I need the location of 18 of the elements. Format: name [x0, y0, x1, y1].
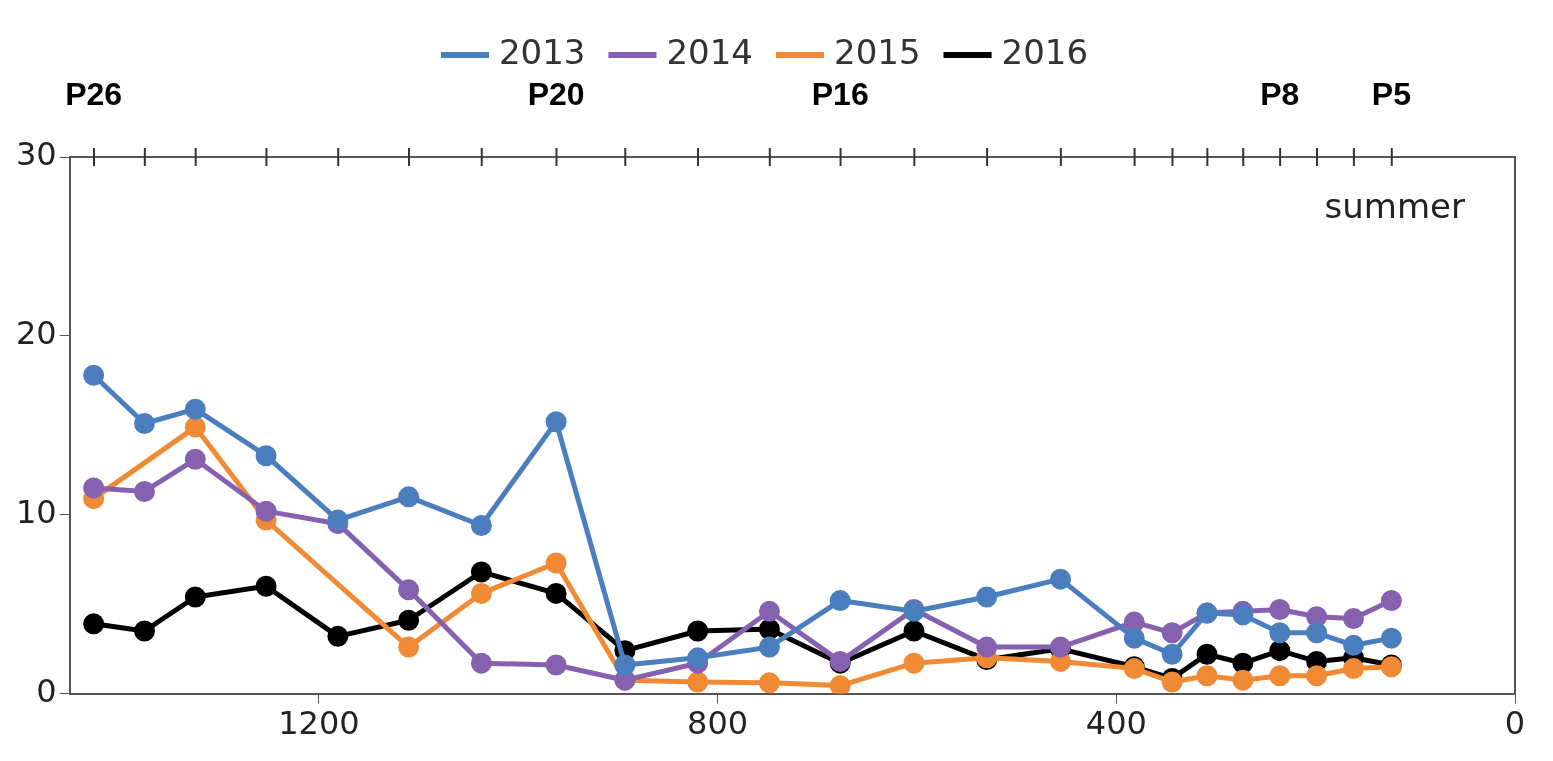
y-tick-label: 30	[16, 135, 57, 174]
x-tick-label: 0	[1504, 704, 1526, 743]
annotation: P5	[1371, 75, 1411, 112]
y-tick-label: 10	[16, 493, 57, 532]
annotation: P16	[811, 75, 869, 112]
x-tick-label: 800	[687, 704, 749, 743]
legend-label: 2013	[498, 31, 586, 72]
annotation: summer	[1324, 185, 1466, 226]
legend-label: 2014	[666, 31, 753, 72]
annotation: P26	[65, 75, 123, 112]
legend-label: 2016	[1001, 31, 1089, 72]
x-tick-label: 1200	[278, 704, 360, 743]
annotation: P20	[527, 75, 585, 112]
y-tick-label: 0	[36, 671, 57, 710]
y-tick-label: 20	[16, 314, 57, 353]
annotation: P8	[1260, 75, 1300, 112]
x-tick-label: 400	[1085, 704, 1147, 743]
legend-label: 2015	[834, 31, 921, 72]
